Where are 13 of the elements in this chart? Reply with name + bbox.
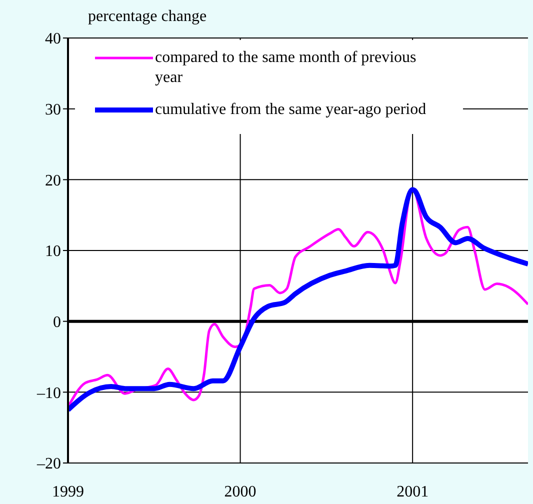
- x-tick-label: 2000: [224, 483, 256, 500]
- x-tick-label: 2001: [396, 483, 429, 500]
- y-tick-label: 0: [53, 314, 61, 332]
- legend-label: cumulative from the same year-ago period: [155, 100, 428, 120]
- y-tick-label: 30: [45, 102, 61, 119]
- y-tick-label: 10: [45, 243, 61, 260]
- y-tick-label: –10: [36, 384, 61, 402]
- y-tick-label: 20: [45, 172, 61, 190]
- y-tick-label: –20: [36, 456, 61, 473]
- x-tick-label: 1999: [52, 483, 84, 500]
- legend-label: compared to the same month of previous year: [155, 48, 418, 88]
- y-tick-label: 40: [45, 30, 61, 48]
- y-axis-title: percentage change: [88, 8, 207, 26]
